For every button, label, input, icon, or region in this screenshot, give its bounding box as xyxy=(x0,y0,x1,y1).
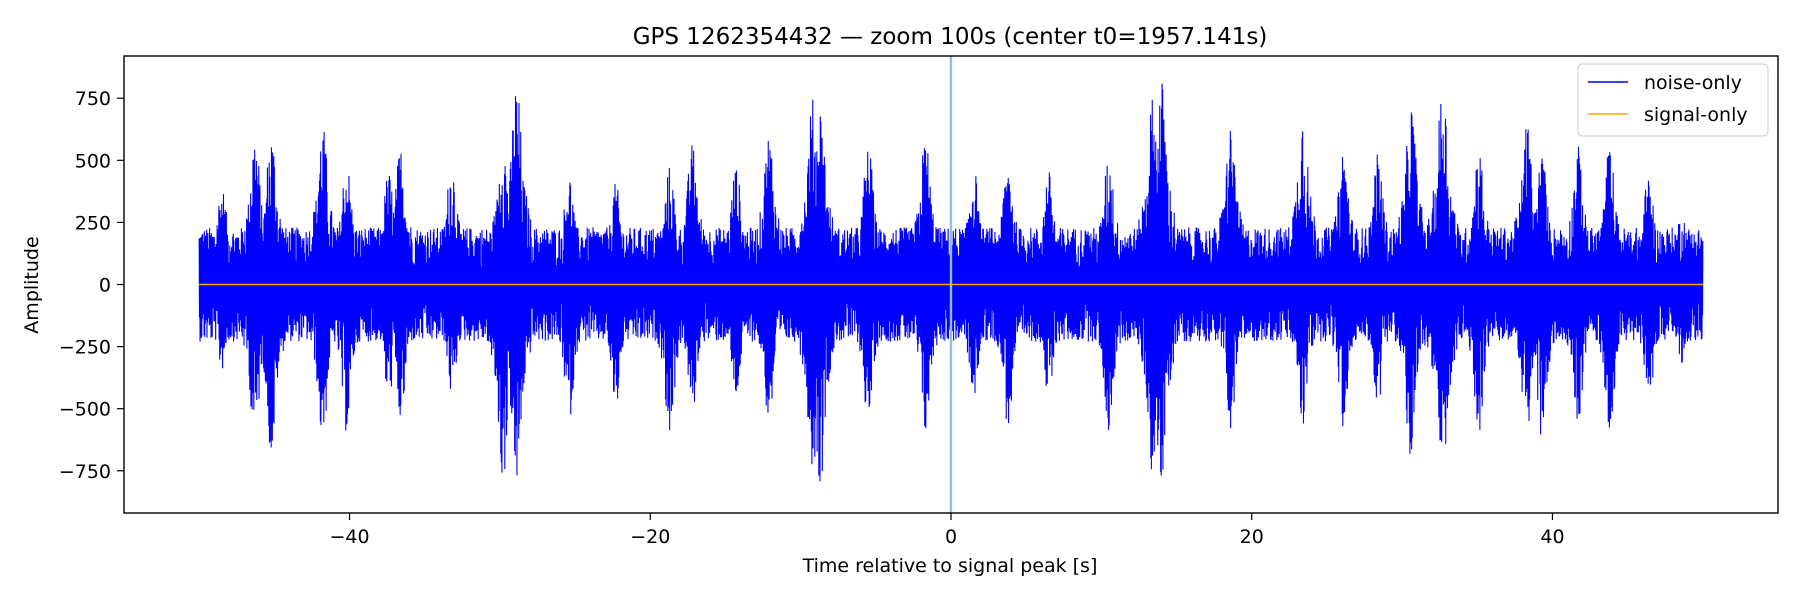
x-axis: −40 −20 0 20 40 xyxy=(329,513,1565,548)
y-tick-label: 250 xyxy=(75,212,111,234)
x-axis-label: Time relative to signal peak [s] xyxy=(802,555,1098,577)
y-tick-label: 0 xyxy=(99,275,111,297)
x-tick-label: 20 xyxy=(1240,526,1264,548)
x-tick-label: −20 xyxy=(630,526,670,548)
y-axis-label: Amplitude xyxy=(21,236,43,333)
y-tick-label: −750 xyxy=(59,461,111,483)
chart-title: GPS 1262354432 — zoom 100s (center t0=19… xyxy=(633,24,1268,50)
legend-label-noise-only: noise-only xyxy=(1644,72,1742,94)
x-tick-label: −40 xyxy=(329,526,369,548)
y-tick-label: −500 xyxy=(59,399,111,421)
y-tick-label: −250 xyxy=(59,337,111,359)
y-axis: 750 500 250 0 −250 −500 −750 xyxy=(59,88,124,483)
x-tick-label: 40 xyxy=(1540,526,1564,548)
y-tick-label: 500 xyxy=(75,150,111,172)
legend-label-signal-only: signal-only xyxy=(1644,104,1748,126)
y-tick-label: 750 xyxy=(75,88,111,110)
x-tick-label: 0 xyxy=(945,526,957,548)
legend: noise-only signal-only xyxy=(1577,63,1769,137)
